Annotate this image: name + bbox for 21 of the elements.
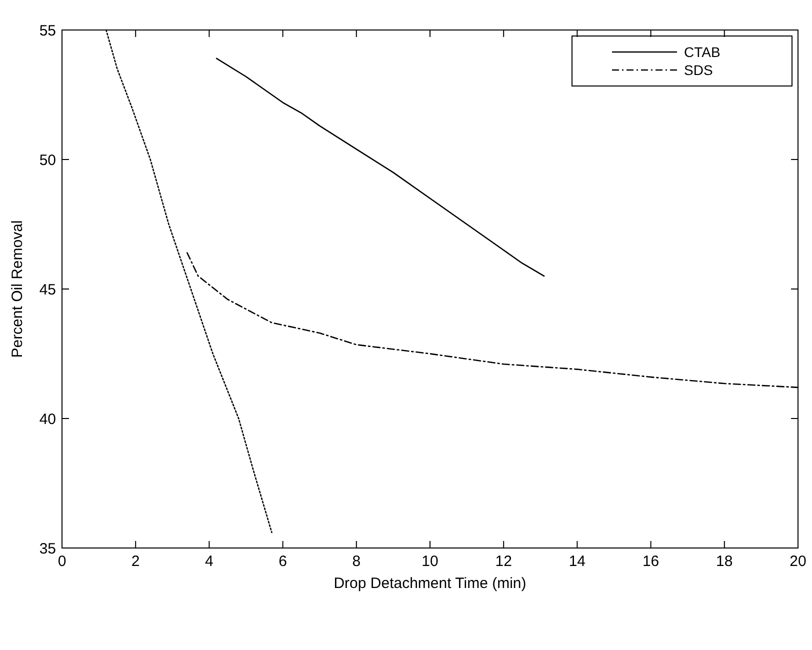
x-tick-label: 16 xyxy=(642,553,660,570)
x-axis-title: Drop Detachment Time (min) xyxy=(334,575,526,592)
y-tick-label: 50 xyxy=(39,152,56,169)
x-tick-label: 8 xyxy=(352,553,361,570)
y-tick-label: 55 xyxy=(39,22,56,40)
y-axis-title: Percent Oil Removal xyxy=(9,220,26,358)
legend-label: CTAB xyxy=(684,44,720,60)
x-tick-label: 20 xyxy=(790,553,806,570)
x-tick-label: 14 xyxy=(568,553,586,570)
x-tick-label: 2 xyxy=(131,553,140,570)
x-tick-label: 10 xyxy=(422,553,438,570)
x-tick-label: 6 xyxy=(278,553,287,570)
x-tick-label: 0 xyxy=(58,553,66,570)
y-tick-label: 45 xyxy=(39,281,56,298)
x-tick-label: 12 xyxy=(495,553,512,570)
x-tick-label: 4 xyxy=(205,553,214,570)
legend-label: SDS xyxy=(684,62,713,78)
y-tick-label: 35 xyxy=(39,540,56,558)
x-tick-label: 18 xyxy=(716,553,733,570)
line-series xyxy=(216,58,545,277)
y-tick-label: 40 xyxy=(39,410,56,428)
